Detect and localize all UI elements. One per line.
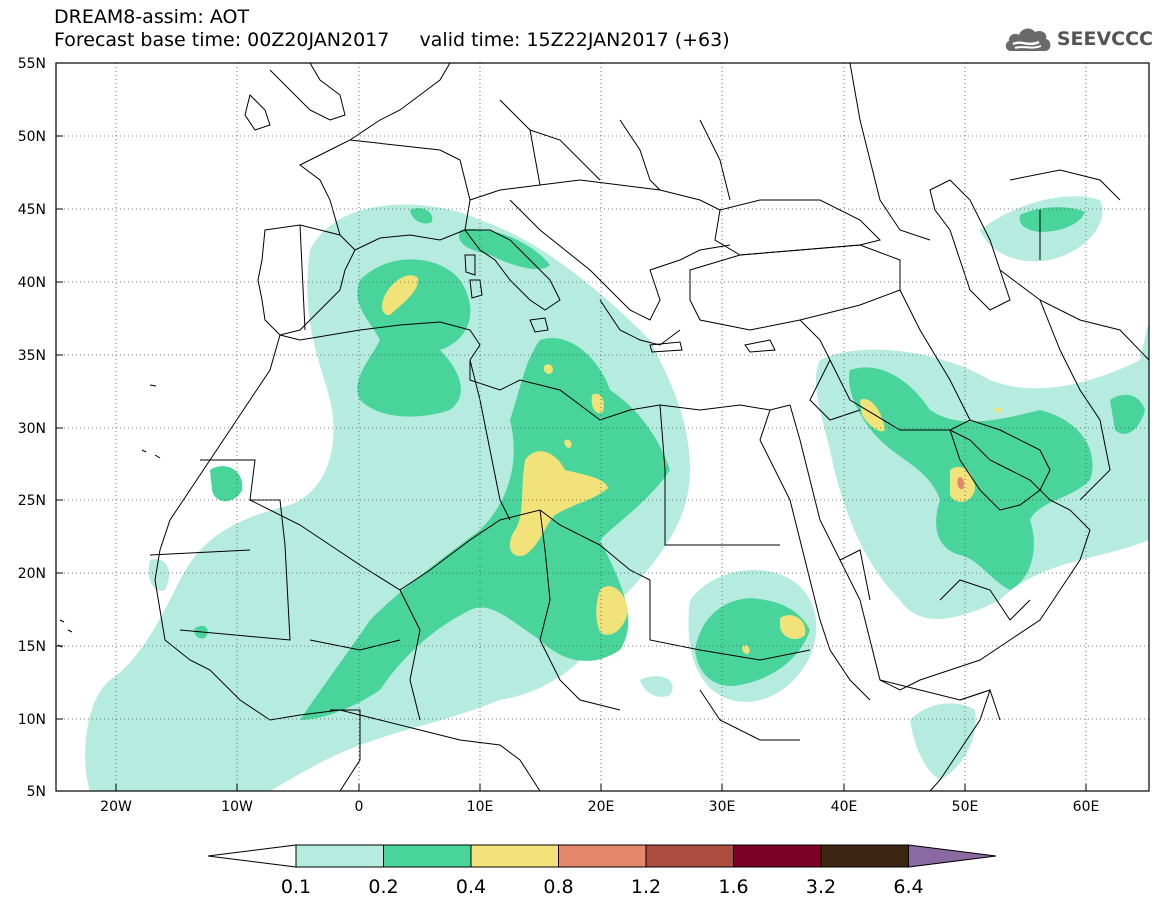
lon-label-30e: 30E xyxy=(709,799,736,815)
lon-label-10w: 10W xyxy=(221,799,253,815)
seevccc-logo: SEEVCCC xyxy=(1003,22,1153,56)
colorbar-label-3.2: 3.2 xyxy=(806,876,836,898)
lon-label-20e: 20E xyxy=(588,799,615,815)
colorbar-segment-0.4-0.8 xyxy=(470,844,559,868)
lat-label-15n: 15N xyxy=(18,639,46,655)
lon-label-60e: 60E xyxy=(1073,799,1100,815)
colorbar-segment-above-6.4 xyxy=(908,844,997,868)
cloud-logo-icon xyxy=(1005,28,1051,51)
coastlines-borders xyxy=(57,63,1149,791)
lat-label-30n: 30N xyxy=(18,421,46,437)
tick-marks xyxy=(56,62,1087,792)
map-frame xyxy=(55,62,1150,792)
aot-band-0.8-1.2 xyxy=(957,477,965,490)
lon-label-20w: 20W xyxy=(100,799,132,815)
lat-label-5n: 5N xyxy=(27,784,46,800)
aot-fields xyxy=(57,63,1149,791)
longitude-labels: 20W 10W 0 10E 20E 30E 40E 50E 60E xyxy=(100,799,1099,815)
lat-label-20n: 20N xyxy=(18,566,46,582)
colorbar-label-6.4: 6.4 xyxy=(893,876,923,898)
colorbar-segment-0.8-1.2 xyxy=(558,844,647,868)
lat-label-55n: 55N xyxy=(18,56,46,72)
colorbar xyxy=(207,844,997,868)
graticule xyxy=(56,63,1149,791)
colorbar-segment-0.2-0.4 xyxy=(383,844,472,868)
lat-label-35n: 35N xyxy=(18,348,46,364)
lon-label-40e: 40E xyxy=(831,799,858,815)
aot-band-0.2-0.4 xyxy=(194,207,1145,720)
colorbar-labels: 0.1 0.2 0.4 0.8 1.2 1.6 3.2 6.4 xyxy=(281,876,924,898)
lon-label-10e: 10E xyxy=(467,799,494,815)
colorbar-label-0.8: 0.8 xyxy=(543,876,573,898)
lon-label-50e: 50E xyxy=(952,799,979,815)
forecast-times: Forecast base time: 00Z20JAN2017 valid t… xyxy=(54,29,730,51)
colorbar-label-1.6: 1.6 xyxy=(718,876,748,898)
lat-label-25n: 25N xyxy=(18,493,46,509)
lat-label-10n: 10N xyxy=(18,712,46,728)
logo-text: SEEVCCC xyxy=(1056,28,1153,50)
colorbar-label-0.1: 0.1 xyxy=(281,876,311,898)
colorbar-segment-0.1-0.2 xyxy=(295,844,384,868)
colorbar-segment-3.2-6.4 xyxy=(820,844,909,868)
colorbar-label-1.2: 1.2 xyxy=(631,876,661,898)
aot-band-0.4-0.8 xyxy=(381,275,1002,654)
map-title: DREAM8-assim: AOT xyxy=(54,6,250,28)
latitude-labels: 55N 50N 45N 40N 35N 30N 25N 20N 15N 10N … xyxy=(18,56,46,800)
colorbar-segment-1.6-3.2 xyxy=(733,844,822,868)
colorbar-segment-below-0.1 xyxy=(207,844,297,868)
colorbar-label-0.4: 0.4 xyxy=(456,876,486,898)
colorbar-label-0.2: 0.2 xyxy=(368,876,398,898)
lat-label-45n: 45N xyxy=(18,202,46,218)
lat-label-40n: 40N xyxy=(18,275,46,291)
lon-label-0: 0 xyxy=(355,799,364,815)
colorbar-segment-1.2-1.6 xyxy=(645,844,734,868)
lat-label-50n: 50N xyxy=(18,129,46,145)
